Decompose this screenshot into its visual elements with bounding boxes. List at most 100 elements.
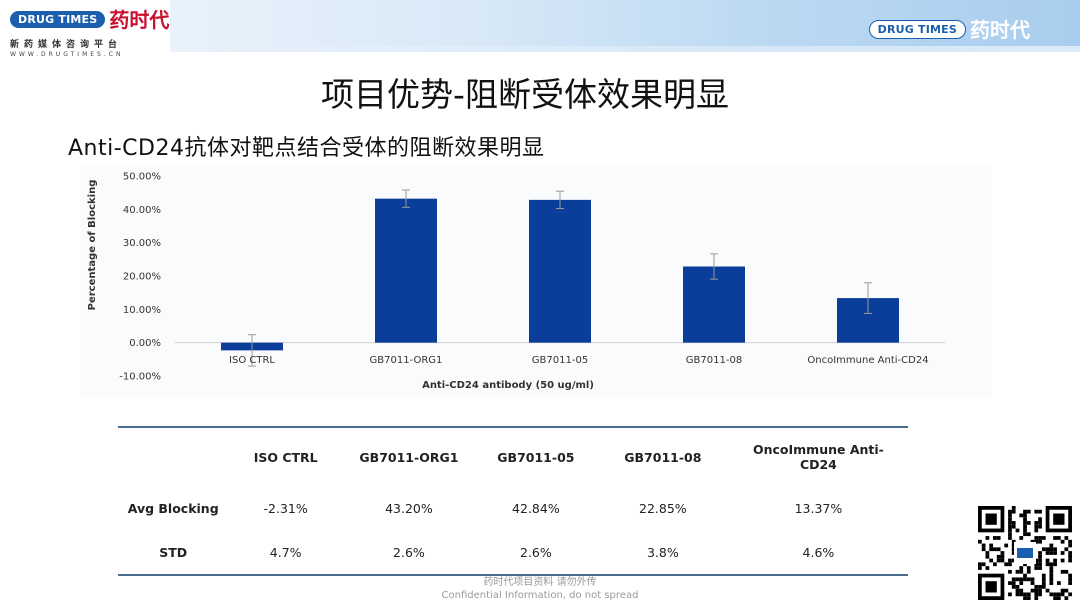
qr-module <box>1023 509 1027 514</box>
qr-module <box>1030 581 1035 585</box>
qr-module <box>1053 547 1057 552</box>
qr-module <box>1045 547 1050 552</box>
table-cell: 22.85% <box>639 500 687 516</box>
qr-module <box>1049 569 1054 574</box>
qr-module <box>1008 581 1012 585</box>
qr-module <box>1068 581 1072 585</box>
x-axis-title: Anti-CD24 antibody (50 ug/ml) <box>422 380 594 391</box>
qr-module <box>1015 577 1020 582</box>
qr-module <box>978 562 982 567</box>
qr-module <box>1019 577 1024 582</box>
y-axis-title: Percentage of Blocking <box>87 180 98 311</box>
qr-module <box>1011 543 1016 548</box>
qr-module <box>1064 596 1069 600</box>
qr-module <box>1026 566 1031 570</box>
qr-module <box>1049 551 1054 555</box>
qr-module <box>989 543 994 548</box>
qr-module <box>1034 596 1039 600</box>
bar <box>529 199 591 343</box>
qr-module <box>1038 517 1042 522</box>
qr-module <box>1034 521 1039 525</box>
table-column-header: GB7011-05 <box>497 449 575 465</box>
qr-module <box>993 547 997 552</box>
qr-module <box>1038 584 1042 589</box>
table-column-header: ISO CTRL <box>253 449 318 465</box>
qr-module <box>1023 524 1027 529</box>
qr-module <box>1011 506 1016 510</box>
brand-url: WWW.DRUGTIMES.CN <box>10 51 124 58</box>
qr-module <box>1049 581 1054 585</box>
qr-module <box>1056 592 1061 597</box>
qr-module <box>978 566 982 570</box>
qr-module <box>1015 588 1020 593</box>
qr-module <box>1023 596 1027 600</box>
y-tick-label: 0.00% <box>129 338 161 349</box>
table-cell: 2.6% <box>393 544 425 560</box>
qr-module <box>1015 584 1020 589</box>
qr-module <box>1038 554 1042 559</box>
qr-module <box>1023 521 1027 525</box>
qr-module <box>1026 569 1031 574</box>
table-bottom-rule <box>118 574 908 576</box>
qr-module <box>985 581 997 593</box>
qr-module <box>1034 536 1039 540</box>
y-tick-label: 20.00% <box>123 272 161 283</box>
y-tick-label: -10.00% <box>119 372 161 383</box>
watermark-line-en: Confidential Information, do not spread <box>441 590 639 601</box>
qr-module <box>1034 588 1039 593</box>
bar-chart: -10.00% 0.00% 10.00% 20.00% 30.00% 40.00% 50.0… <box>87 172 945 391</box>
qr-module <box>1041 581 1046 585</box>
qr-module <box>1000 554 1005 559</box>
qr-module <box>1041 584 1046 589</box>
x-tick-label: GB7011-ORG1 <box>370 355 443 366</box>
qr-module <box>996 554 1001 559</box>
table-cell: -2.31% <box>263 500 308 516</box>
table-row: Avg Blocking -2.31% 43.20% 42.84% 22.85% 13.3… <box>118 486 908 530</box>
qr-module <box>1026 577 1031 582</box>
qr-module <box>1038 562 1042 567</box>
qr-module <box>1053 592 1057 597</box>
qr-module <box>985 566 990 570</box>
qr-module <box>1049 562 1054 567</box>
qr-module <box>1068 577 1072 582</box>
qr-module <box>1034 524 1039 529</box>
qr-module <box>1008 562 1012 567</box>
qr-module <box>1041 547 1046 552</box>
qr-module <box>1041 536 1046 540</box>
qr-module <box>1034 539 1039 544</box>
brand-logo-right: DRUG TIMES 药时代 <box>868 14 1030 43</box>
qr-module <box>1060 588 1065 593</box>
qr-module <box>1004 562 1009 567</box>
qr-module <box>1008 569 1012 574</box>
qr-module <box>1038 551 1042 555</box>
table-cell: 4.6% <box>802 544 835 560</box>
qr-module <box>1011 551 1016 555</box>
qr-module <box>985 513 997 525</box>
qr-module <box>1011 509 1016 514</box>
qr-module <box>1023 513 1027 518</box>
qr-module <box>1064 547 1069 552</box>
qr-module <box>1056 596 1061 600</box>
y-tick-label: 50.00% <box>123 172 161 183</box>
qr-module <box>1034 592 1039 597</box>
qr-module <box>1049 577 1054 582</box>
table-row: STD 4.7% 2.6% 2.6% 3.8% 4.6% <box>118 530 908 574</box>
qr-module <box>1038 539 1042 544</box>
table-cell: 42.84% <box>512 500 560 516</box>
qr-module <box>1049 566 1054 570</box>
qr-module <box>985 554 990 559</box>
qr-module <box>1008 517 1012 522</box>
qr-module <box>1008 532 1012 537</box>
qr-code[interactable] <box>978 506 1072 600</box>
x-tick-label: GB7011-05 <box>532 355 588 366</box>
qr-module <box>1019 513 1024 518</box>
brand-tagline: 新药媒体咨询平台 <box>10 40 123 50</box>
qr-module <box>1000 551 1005 555</box>
qr-module <box>985 551 990 555</box>
slide-subtitle: Anti-CD24抗体对靶点结合受体的阻断效果明显 <box>68 136 545 161</box>
qr-module <box>1060 539 1065 544</box>
qr-module <box>1053 551 1057 555</box>
qr-module <box>1053 513 1065 525</box>
qr-module <box>1056 581 1061 585</box>
table-row-label: STD <box>159 544 188 560</box>
